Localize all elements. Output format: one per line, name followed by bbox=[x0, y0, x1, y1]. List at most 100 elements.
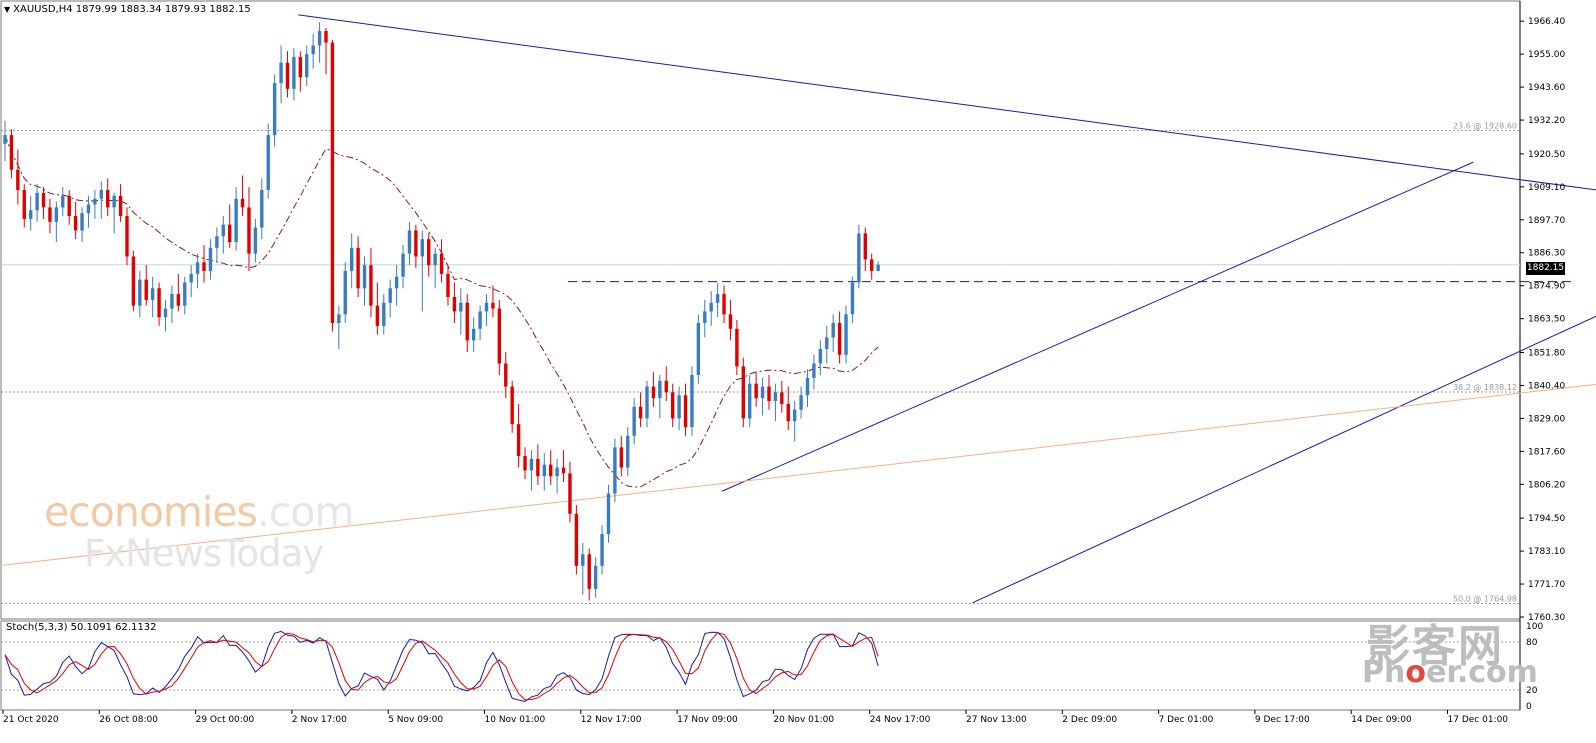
candle[interactable] bbox=[330, 39, 335, 332]
candle[interactable] bbox=[99, 181, 103, 219]
candle[interactable] bbox=[619, 435, 624, 477]
candle[interactable] bbox=[850, 276, 855, 323]
candle[interactable] bbox=[536, 444, 540, 485]
candle[interactable] bbox=[703, 299, 707, 338]
candle[interactable] bbox=[523, 447, 527, 480]
candle[interactable] bbox=[709, 291, 713, 326]
candle[interactable] bbox=[722, 285, 726, 323]
candle[interactable] bbox=[433, 247, 437, 289]
candle[interactable] bbox=[272, 74, 277, 147]
candle[interactable] bbox=[446, 265, 450, 306]
candle[interactable] bbox=[632, 398, 636, 445]
candle[interactable] bbox=[484, 294, 489, 326]
candle[interactable] bbox=[343, 262, 347, 323]
candle[interactable] bbox=[844, 305, 848, 364]
candle[interactable] bbox=[253, 218, 258, 263]
candle[interactable] bbox=[760, 377, 765, 416]
candle[interactable] bbox=[465, 294, 469, 352]
candle[interactable] bbox=[324, 28, 328, 75]
candle[interactable] bbox=[414, 224, 418, 269]
candle[interactable] bbox=[651, 372, 656, 407]
candle[interactable] bbox=[157, 282, 161, 326]
candle[interactable] bbox=[388, 279, 392, 318]
candle[interactable] bbox=[356, 236, 360, 297]
candle[interactable] bbox=[555, 458, 559, 494]
candle[interactable] bbox=[516, 403, 521, 468]
candle[interactable] bbox=[677, 386, 681, 430]
candle[interactable] bbox=[452, 282, 457, 323]
candle[interactable] bbox=[3, 120, 7, 162]
candle[interactable] bbox=[73, 201, 78, 240]
candle[interactable] bbox=[131, 250, 136, 312]
candle[interactable] bbox=[362, 256, 367, 306]
candle[interactable] bbox=[86, 195, 91, 228]
candle[interactable] bbox=[863, 227, 867, 271]
candle[interactable] bbox=[369, 247, 373, 318]
candle[interactable] bbox=[613, 438, 617, 503]
candle[interactable] bbox=[773, 383, 778, 422]
candle[interactable] bbox=[112, 192, 116, 234]
candle[interactable] bbox=[542, 453, 546, 491]
candle[interactable] bbox=[80, 207, 84, 243]
candle[interactable] bbox=[337, 305, 341, 350]
candle[interactable] bbox=[240, 175, 245, 217]
candle[interactable] bbox=[683, 383, 688, 436]
candle[interactable] bbox=[382, 294, 386, 335]
candle[interactable] bbox=[247, 187, 251, 271]
candle[interactable] bbox=[228, 204, 232, 248]
candle[interactable] bbox=[735, 320, 739, 376]
candle[interactable] bbox=[298, 51, 303, 92]
candle[interactable] bbox=[144, 265, 148, 306]
candle[interactable] bbox=[401, 244, 405, 289]
candle[interactable] bbox=[805, 369, 810, 407]
candle[interactable] bbox=[748, 375, 752, 428]
candle[interactable] bbox=[394, 265, 399, 306]
candle[interactable] bbox=[491, 285, 495, 318]
candle[interactable] bbox=[48, 198, 52, 234]
candle[interactable] bbox=[215, 227, 219, 263]
candle[interactable] bbox=[593, 557, 598, 598]
candle[interactable] bbox=[349, 233, 354, 289]
candle[interactable] bbox=[420, 230, 424, 312]
candle[interactable] bbox=[375, 282, 380, 335]
candle[interactable] bbox=[767, 375, 771, 410]
candle[interactable] bbox=[292, 48, 296, 101]
candle[interactable] bbox=[786, 386, 790, 430]
dropdown-triangle-icon[interactable]: ▼ bbox=[4, 5, 11, 14]
candle[interactable] bbox=[189, 265, 193, 297]
candle[interactable] bbox=[279, 45, 283, 104]
candle[interactable] bbox=[780, 380, 784, 413]
candle[interactable] bbox=[715, 282, 720, 318]
candle[interactable] bbox=[626, 427, 630, 477]
candle[interactable] bbox=[305, 45, 309, 86]
candle[interactable] bbox=[876, 261, 880, 272]
candle[interactable] bbox=[150, 276, 155, 318]
candle[interactable] bbox=[208, 239, 213, 280]
candle[interactable] bbox=[754, 372, 758, 407]
candle[interactable] bbox=[574, 505, 579, 575]
candle[interactable] bbox=[311, 33, 315, 69]
candle[interactable] bbox=[587, 548, 591, 601]
candle[interactable] bbox=[870, 253, 874, 280]
candle[interactable] bbox=[696, 314, 701, 384]
candle[interactable] bbox=[202, 244, 206, 283]
candle[interactable] bbox=[728, 299, 733, 341]
candle[interactable] bbox=[471, 317, 476, 352]
candle[interactable] bbox=[741, 357, 745, 428]
candle[interactable] bbox=[561, 450, 566, 482]
candle[interactable] bbox=[799, 386, 803, 419]
candle[interactable] bbox=[664, 366, 668, 402]
candle[interactable] bbox=[606, 484, 611, 543]
candle[interactable] bbox=[638, 392, 643, 428]
candle[interactable] bbox=[645, 380, 649, 428]
candle[interactable] bbox=[568, 461, 572, 523]
candle[interactable] bbox=[439, 239, 444, 283]
candle[interactable] bbox=[16, 149, 20, 205]
candle[interactable] bbox=[170, 285, 174, 323]
candle[interactable] bbox=[792, 401, 797, 442]
candle[interactable] bbox=[183, 276, 187, 315]
candle[interactable] bbox=[825, 325, 829, 364]
candle[interactable] bbox=[818, 340, 823, 376]
candle[interactable] bbox=[260, 178, 264, 240]
candle[interactable] bbox=[581, 542, 585, 595]
